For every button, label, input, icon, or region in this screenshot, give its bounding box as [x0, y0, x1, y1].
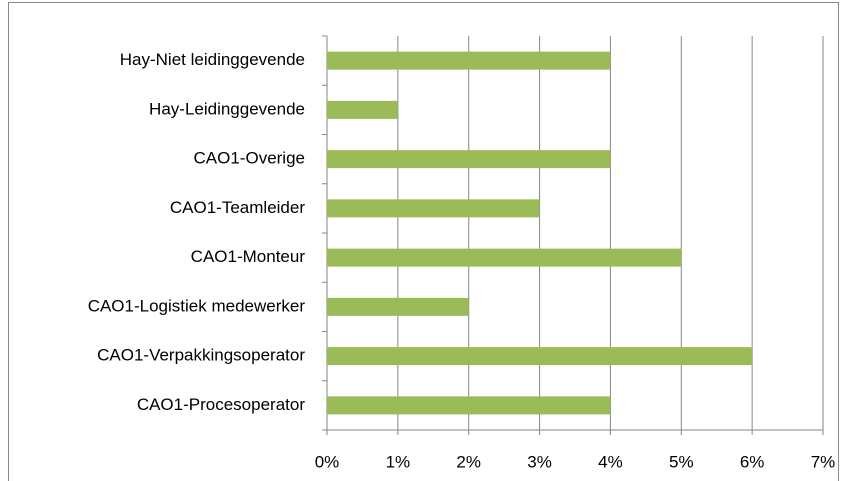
bar	[327, 297, 469, 316]
x-tick-label: 3%	[527, 452, 552, 471]
bar	[327, 248, 682, 267]
bar	[327, 199, 540, 218]
bar	[327, 51, 611, 70]
bar	[327, 100, 398, 119]
y-tick-label: CAO1-Logistiek medewerker	[88, 296, 306, 315]
chart-border	[8, 2, 839, 481]
x-tick-label: 6%	[740, 452, 765, 471]
x-tick-label: 0%	[315, 452, 340, 471]
y-tick-label: CAO1-Overige	[194, 149, 305, 168]
bar	[327, 150, 611, 169]
x-tick-label: 7%	[811, 452, 836, 471]
y-tick-label: CAO1-Verpakkingsoperator	[97, 346, 305, 365]
x-tick-label: 2%	[456, 452, 481, 471]
y-tick-label: CAO1-Monteur	[191, 247, 306, 266]
x-tick-label: 5%	[669, 452, 694, 471]
x-tick-label: 4%	[598, 452, 623, 471]
bar	[327, 396, 611, 415]
y-tick-label: CAO1-Teamleider	[170, 198, 305, 217]
y-tick-label: Hay-Leidinggevende	[149, 99, 305, 118]
x-tick-label: 1%	[386, 452, 411, 471]
y-tick-label: Hay-Niet leidinggevende	[120, 50, 305, 69]
bar	[327, 347, 753, 366]
y-tick-label: CAO1-Procesoperator	[137, 395, 306, 414]
